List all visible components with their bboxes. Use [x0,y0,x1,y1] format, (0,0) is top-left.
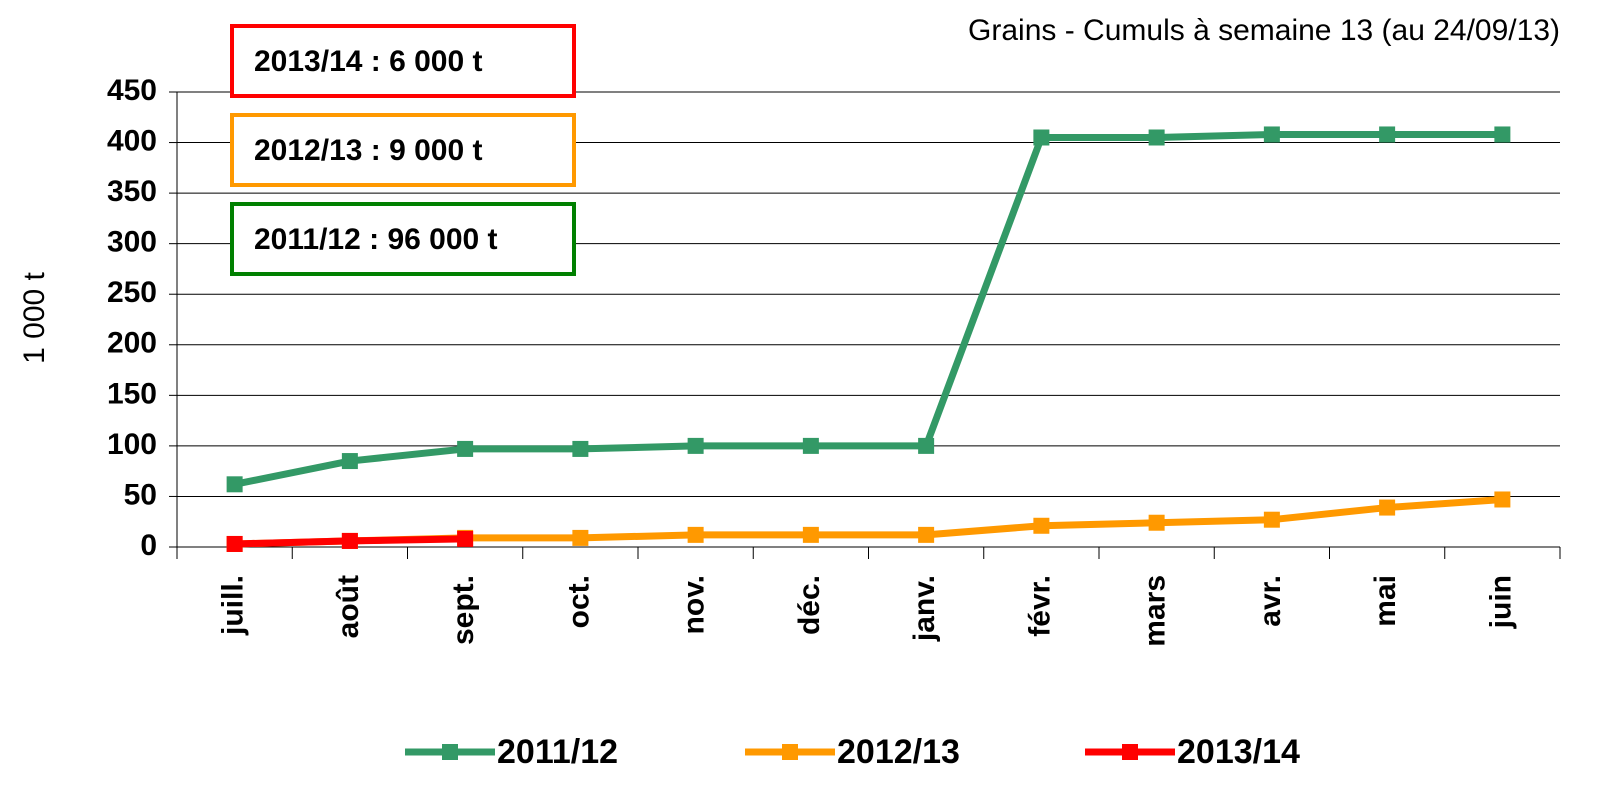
x-tick-label: août [332,575,365,638]
annotation: 2012/13 : 9 000 t [254,134,483,167]
legend-label: 2012/13 [837,733,960,771]
x-tick-label: mars [1139,575,1172,647]
marker [918,437,935,454]
marker [1263,511,1280,528]
marker [1148,129,1165,146]
marker [1148,514,1165,531]
x-tick-label: avr. [1254,575,1287,627]
x-tick-label: sept. [447,575,480,645]
marker [1379,499,1396,516]
marker [457,440,474,457]
y-tick-label: 300 [107,226,157,259]
x-tick-label: déc. [793,575,826,635]
marker [1263,126,1280,143]
marker [341,453,358,470]
x-tick-label: mai [1369,575,1402,627]
x-tick-label: févr. [1023,575,1056,637]
x-tick-label: oct. [562,575,595,628]
annotation-box [230,113,576,187]
y-tick-label: 50 [124,478,157,511]
y-tick-label: 200 [107,327,157,360]
marker [1494,491,1511,508]
y-tick-label: 250 [107,276,157,309]
marker [687,437,704,454]
legend-label: 2013/14 [1177,733,1300,771]
legend-marker [1122,744,1138,760]
x-tick-label: nov. [678,575,711,634]
y-tick-label: 450 [107,74,157,107]
annotation-box [230,202,576,276]
x-tick-label: janv. [908,575,941,642]
y-tick-label: 400 [107,124,157,157]
legend-marker [782,744,798,760]
marker [802,526,819,543]
marker [457,530,474,547]
annotation-box [230,24,576,98]
chart-title: Grains - Cumuls à semaine 13 (au 24/09/1… [968,14,1560,47]
marker [1379,126,1396,143]
legend-marker [442,744,458,760]
series-line [233,130,1503,488]
marker [918,526,935,543]
marker [1033,129,1050,146]
marker [226,535,243,552]
marker [572,440,589,457]
x-tick-label: juill. [217,575,250,636]
marker [572,529,589,546]
marker [687,526,704,543]
marker [1033,517,1050,534]
marker [802,437,819,454]
y-tick-label: 350 [107,175,157,208]
y-axis-label: 1 000 t [18,271,51,363]
y-tick-label: 0 [140,529,157,562]
y-tick-label: 100 [107,428,157,461]
marker [1494,126,1511,143]
annotation: 2011/12 : 96 000 t [254,223,498,256]
annotation: 2013/14 : 6 000 t [254,45,483,78]
legend-label: 2011/12 [497,733,618,771]
y-tick-label: 150 [107,377,157,410]
marker [226,476,243,493]
x-tick-label: juin [1484,575,1517,629]
marker [341,532,358,549]
